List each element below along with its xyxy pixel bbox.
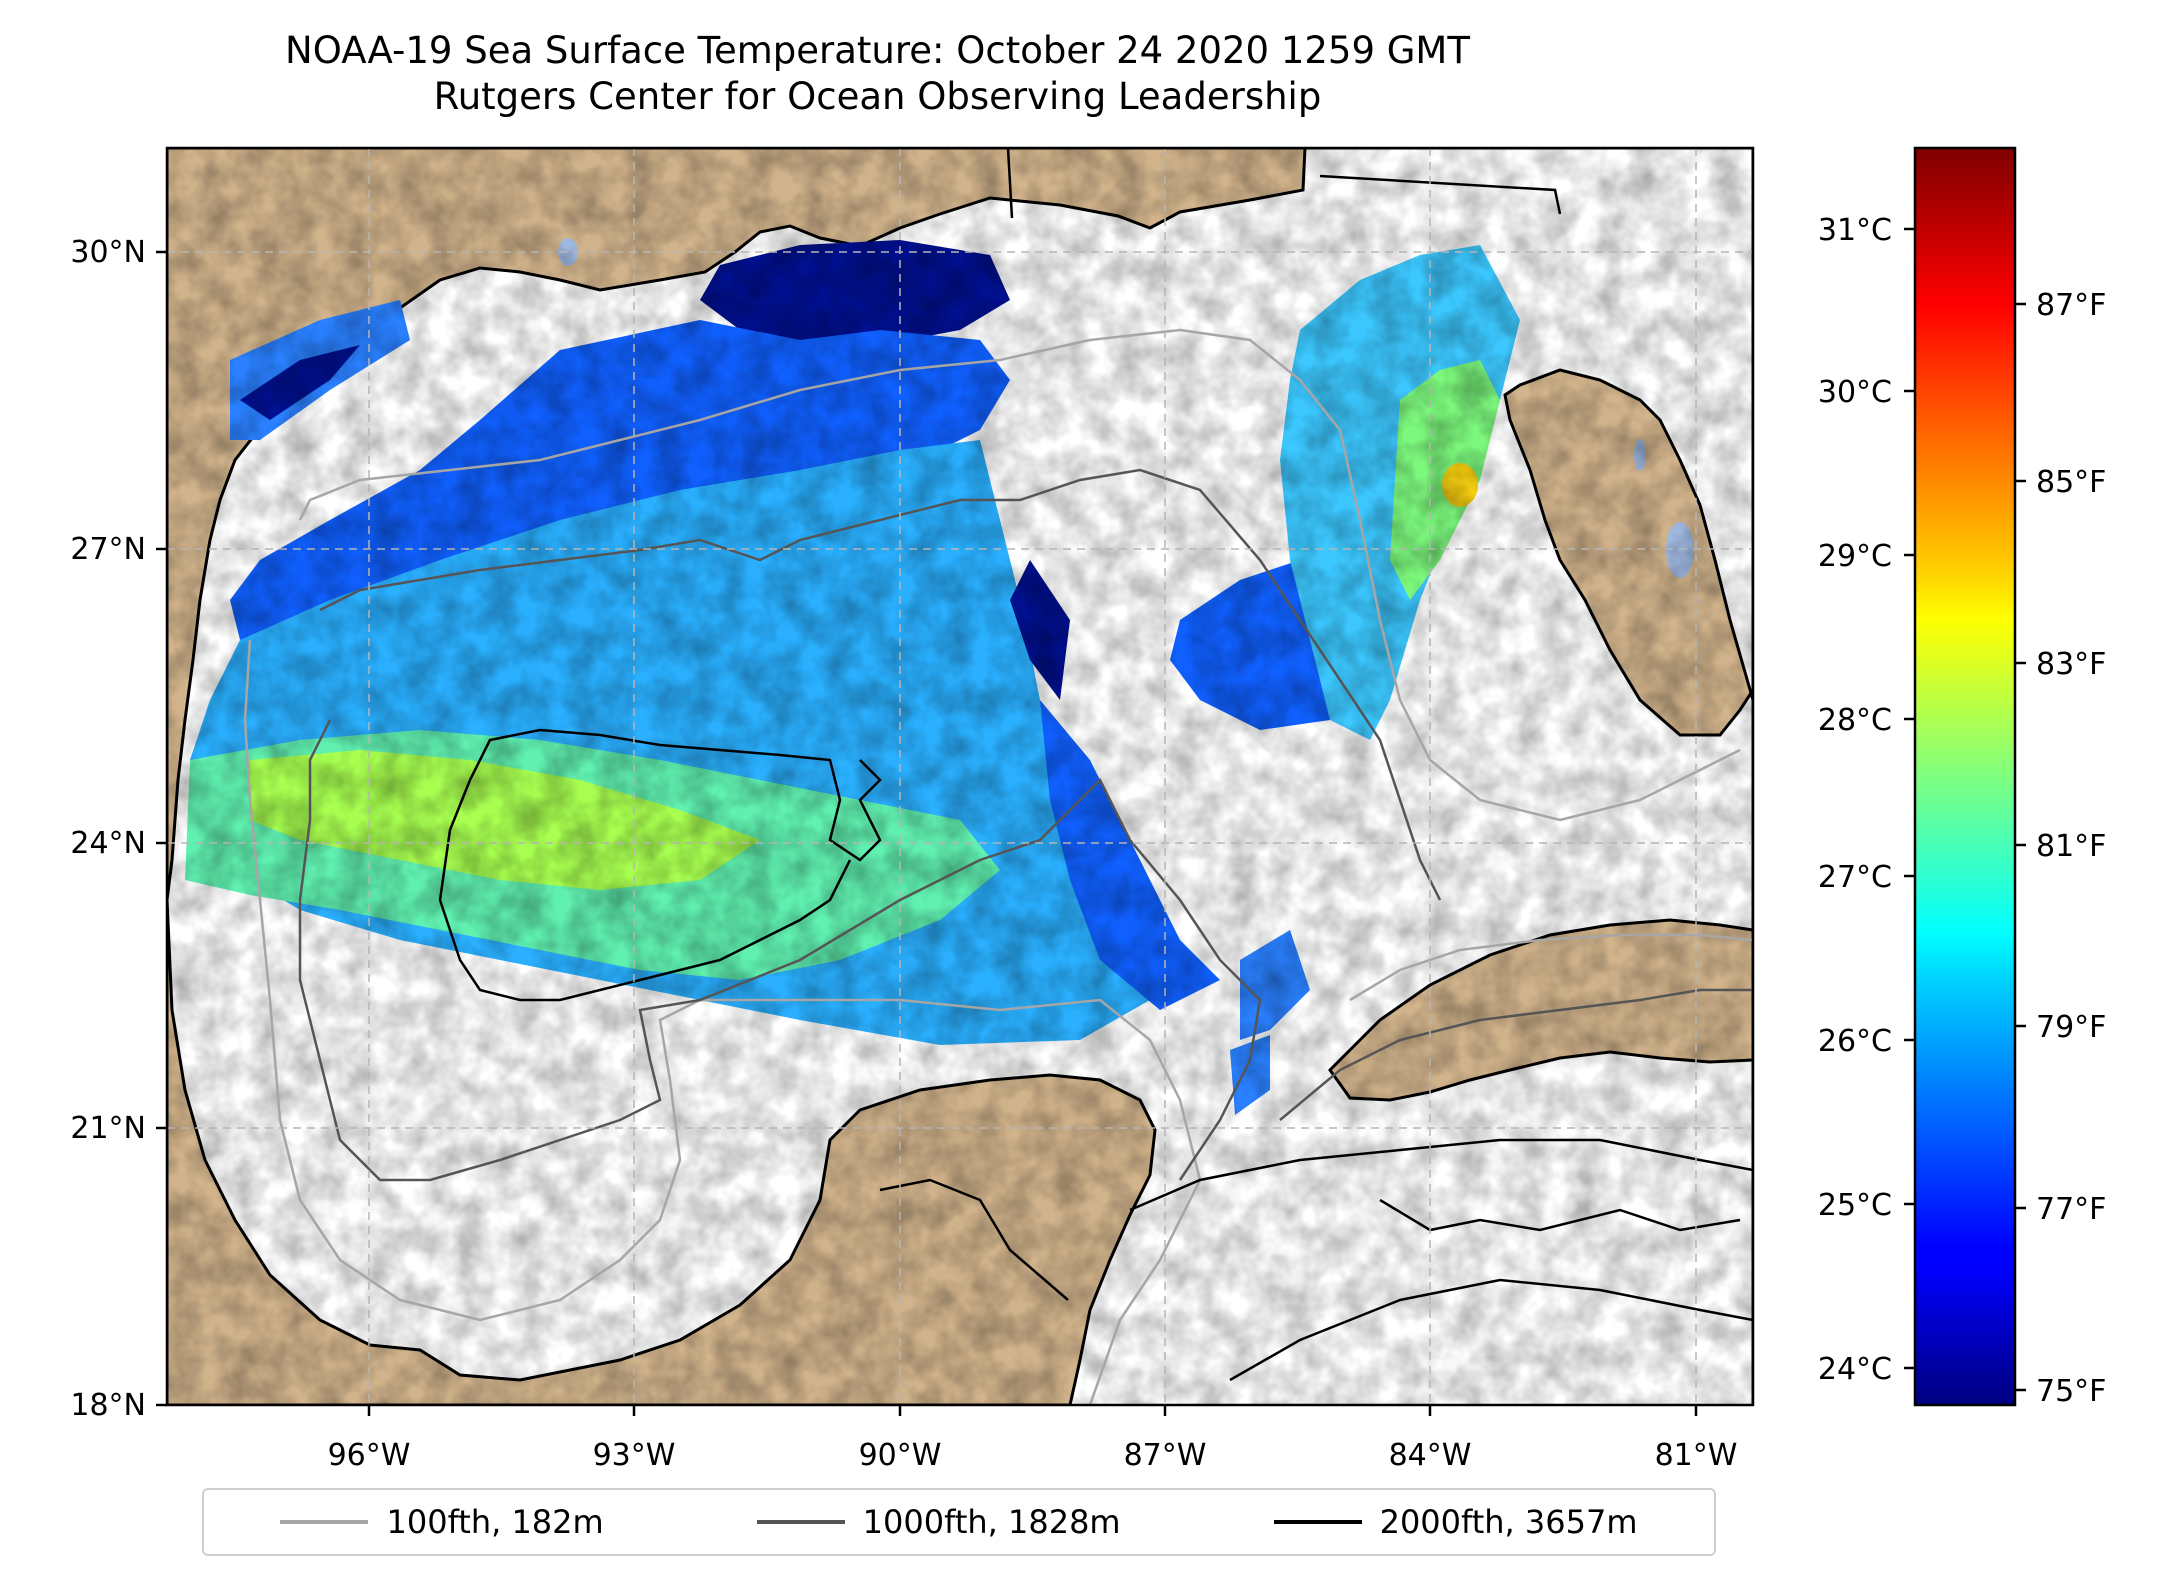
map-subtitle: Rutgers Center for Ocean Observing Leade… bbox=[433, 75, 1322, 118]
celsius-tick-label: 26°C bbox=[1818, 1024, 1892, 1059]
lon-tick-label: 96°W bbox=[328, 1438, 411, 1473]
colorbar-gradient bbox=[1913, 146, 2017, 1407]
contour-100fth bbox=[243, 328, 1753, 1405]
legend-label: 2000fth, 3657m bbox=[1379, 1503, 1638, 1541]
legend-item-2000fth: 2000fth, 3657m bbox=[1273, 1503, 1638, 1541]
legend-label: 1000fth, 1828m bbox=[862, 1503, 1121, 1541]
legend-item-100fth: 100fth, 182m bbox=[280, 1503, 604, 1541]
celsius-tick-label: 25°C bbox=[1818, 1188, 1892, 1223]
celsius-tick-label: 29°C bbox=[1818, 539, 1892, 574]
legend-line-icon bbox=[1273, 1520, 1362, 1524]
celsius-tick-label: 28°C bbox=[1818, 703, 1892, 738]
lon-tick-label: 81°W bbox=[1655, 1438, 1738, 1473]
lat-tick-label: 18°N bbox=[70, 1388, 146, 1423]
axis-ticks bbox=[156, 250, 1698, 1416]
contour-1000fth bbox=[298, 468, 1753, 1182]
legend-line-icon bbox=[280, 1520, 369, 1524]
lon-tick-label: 93°W bbox=[593, 1438, 676, 1473]
legend-line-icon bbox=[756, 1520, 845, 1524]
fahrenheit-tick-label: 75°F bbox=[2036, 1374, 2106, 1409]
lon-tick-label: 90°W bbox=[859, 1438, 942, 1473]
contour-legend: 100fth, 182m 1000fth, 1828m 2000fth, 365… bbox=[202, 1488, 1716, 1556]
celsius-tick-label: 30°C bbox=[1818, 375, 1892, 410]
lat-tick-label: 30°N bbox=[70, 235, 146, 270]
sst-swath bbox=[167, 148, 1753, 1405]
fahrenheit-tick-label: 87°F bbox=[2036, 288, 2106, 323]
lat-tick-label: 24°N bbox=[70, 826, 146, 861]
legend-label: 100fth, 182m bbox=[386, 1503, 604, 1541]
lon-tick-label: 84°W bbox=[1389, 1438, 1472, 1473]
fahrenheit-tick-label: 77°F bbox=[2036, 1192, 2106, 1227]
lat-tick-label: 27°N bbox=[70, 532, 146, 567]
celsius-tick-label: 27°C bbox=[1818, 860, 1892, 895]
gridlines bbox=[167, 148, 1753, 1405]
lon-tick-label: 87°W bbox=[1124, 1438, 1207, 1473]
contour-2000fth bbox=[438, 728, 1753, 1382]
colorbar: 24°C 25°C 26°C 27°C 28°C 29°C 30°C 31°C … bbox=[1818, 146, 2106, 1409]
lat-tick-label: 21°N bbox=[70, 1111, 146, 1146]
map-frame bbox=[165, 146, 1755, 1407]
map-area bbox=[167, 148, 1753, 1405]
fahrenheit-tick-label: 85°F bbox=[2036, 465, 2106, 500]
fahrenheit-tick-label: 79°F bbox=[2036, 1010, 2106, 1045]
celsius-tick-label: 31°C bbox=[1818, 213, 1892, 248]
fahrenheit-tick-label: 83°F bbox=[2036, 647, 2106, 682]
celsius-tick-label: 24°C bbox=[1818, 1352, 1892, 1387]
map-title: NOAA-19 Sea Surface Temperature: October… bbox=[285, 29, 1470, 72]
legend-item-1000fth: 1000fth, 1828m bbox=[756, 1503, 1121, 1541]
fahrenheit-tick-label: 81°F bbox=[2036, 829, 2106, 864]
